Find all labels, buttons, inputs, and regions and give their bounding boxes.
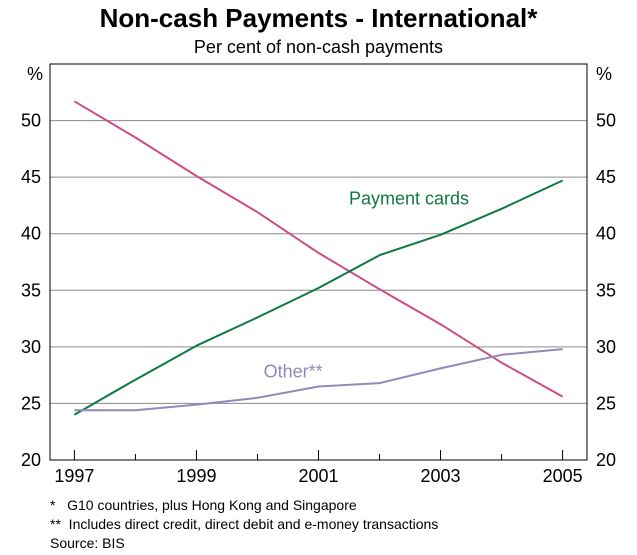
y-tick-label-left: 35 [21,280,41,300]
x-tick-label: 1997 [54,466,94,486]
y-tick-label-left: 40 [21,224,41,244]
series-line-other [74,348,563,412]
footnote-1: * G10 countries, plus Hong Kong and Sing… [50,497,357,513]
y-tick-label-left: 20 [21,450,41,470]
y-tick-label-right: 50 [596,111,616,131]
y-tick-label-right: 20 [596,450,616,470]
footnotes: * G10 countries, plus Hong Kong and Sing… [50,496,438,553]
plot-frame [49,63,588,461]
y-tick-label-left: 25 [21,393,41,413]
y-tick-label-right: 45 [596,167,616,187]
label-other: Other** [264,361,323,381]
series-line-payment-cards [73,179,564,416]
y-unit-left: % [27,64,43,84]
x-tick-label: 2003 [421,466,461,486]
axis-ticks: 20 20 25 25 30 30 35 35 40 40 45 45 50 50 1997 1999 2001… [21,111,616,486]
chart-title: Non-cash Payments - International* [99,3,538,33]
x-tick-label: 1999 [176,466,216,486]
x-tick-label: 2005 [543,466,583,486]
y-tick-label-right: 40 [596,224,616,244]
y-tick-label-left: 50 [21,111,41,131]
series-line-unlabelled-0 [73,100,564,398]
y-unit-right: % [596,64,612,84]
source-note: Source: BIS [50,535,125,551]
chart-subtitle: Per cent of non-cash payments [193,37,444,57]
series-lines [73,100,564,416]
series-labels: Payment cards Other** [264,188,469,381]
y-tick-label-right: 25 [596,393,616,413]
y-tick-label-left: 30 [21,337,41,357]
x-tick-label: 2001 [298,466,338,486]
y-tick-label-right: 30 [596,337,616,357]
gridlines [50,120,587,404]
y-tick-label-right: 35 [596,280,616,300]
label-payment-cards: Payment cards [349,188,469,208]
footnote-2: ** Includes direct credit, direct debit … [50,516,439,532]
y-tick-label-left: 45 [21,167,41,187]
